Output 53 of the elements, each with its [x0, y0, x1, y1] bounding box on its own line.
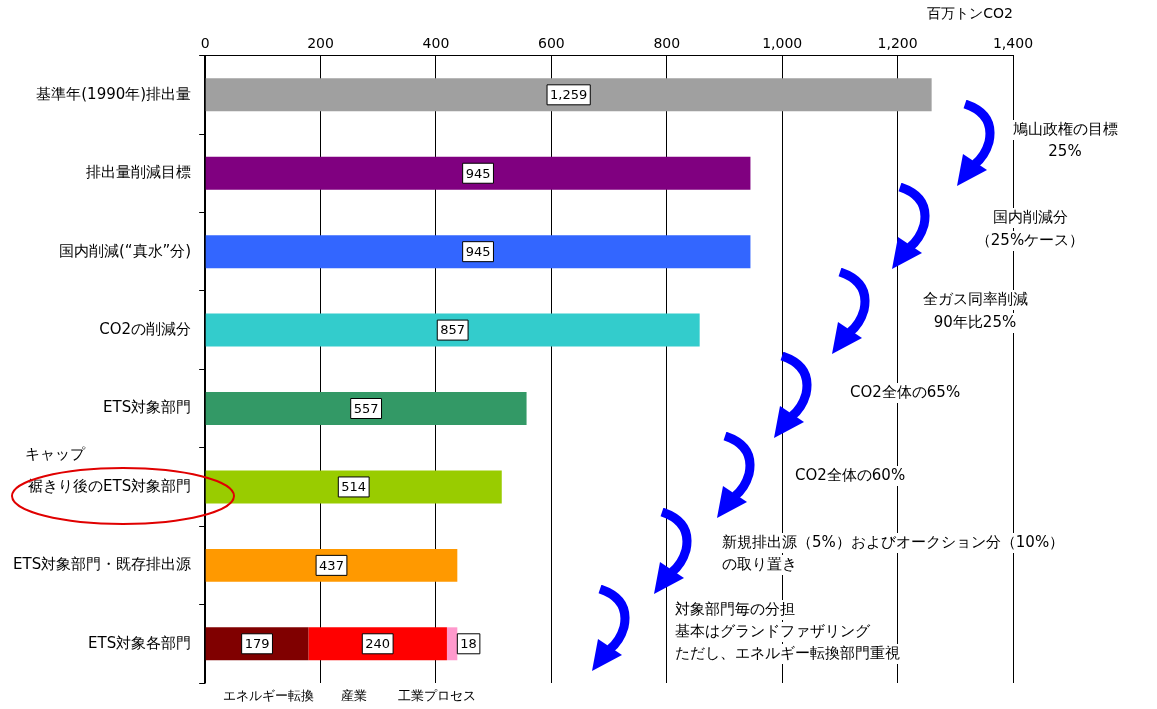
- bar: [205, 548, 458, 582]
- y-tick-label: 基準年(1990年)排出量: [36, 84, 192, 103]
- x-tick-label: 600: [538, 34, 565, 51]
- annotation: CO2全体の60%: [795, 465, 906, 484]
- text: 産業: [341, 688, 367, 704]
- annotation: ただし、エネルギー転換部門重視: [675, 643, 900, 662]
- data-label: 945: [465, 165, 491, 181]
- data-label: 437: [319, 557, 344, 573]
- text: 25%: [1048, 141, 1082, 160]
- annotation: の取り置き: [722, 554, 797, 573]
- data-label: 179: [244, 636, 270, 652]
- y-tick-label: ETS対象部門・既存排出源: [12, 555, 192, 574]
- data-label: 557: [353, 400, 379, 416]
- annotation: CO2全体の65%: [850, 382, 961, 401]
- data-label: 857: [440, 322, 466, 338]
- x-tick-label: 200: [307, 34, 334, 51]
- annotation: 基本はグランドファザリング: [675, 621, 871, 640]
- data-label: 945: [465, 244, 491, 260]
- x-tick-label: 1,000: [762, 34, 803, 51]
- annotation: 国内削減分: [992, 207, 1068, 226]
- bar: [308, 627, 447, 661]
- x-tick-label: 1,400: [992, 34, 1034, 51]
- annotation: 90年比25%: [933, 312, 1017, 331]
- y-tick-label: 国内削減(“真水”分): [58, 241, 192, 260]
- text: キャップ: [25, 444, 86, 463]
- data-label: 18: [460, 636, 477, 652]
- annotation: 全ガス同率削減: [922, 289, 1028, 308]
- annotation: 新規排出源（5%）およびオークション分（10%）: [722, 532, 1065, 551]
- bar: [205, 235, 751, 269]
- bar: [205, 156, 751, 190]
- bar: [205, 313, 700, 347]
- annotation: （25%ケース）: [975, 230, 1085, 249]
- text: 工業プロセス: [398, 688, 476, 704]
- annotation: 対象部門毎の分担: [675, 599, 795, 618]
- bar: [205, 392, 527, 425]
- data-label: 240: [365, 636, 391, 652]
- bar: [446, 627, 458, 661]
- bar: [205, 470, 502, 504]
- y-tick-label: 裾きり後のETS対象部門: [27, 476, 192, 495]
- y-tick-label: 排出量削減目標: [86, 163, 192, 182]
- x-tick-label: 400: [422, 34, 450, 51]
- x-axis-title: 百万トンCO2: [927, 5, 1013, 22]
- data-label: 514: [341, 479, 367, 495]
- text: エネルギー転換: [222, 688, 314, 704]
- y-tick-label: CO2の削減分: [99, 319, 192, 338]
- bar: [205, 78, 932, 112]
- x-tick-label: 1,200: [877, 34, 918, 51]
- x-tick-label: 0: [200, 34, 210, 51]
- data-label: 1,259: [550, 87, 588, 103]
- y-tick-label: ETS対象部門: [102, 398, 192, 417]
- annotation: 鳩山政権の目標: [1012, 119, 1118, 138]
- x-tick-label: 800: [653, 34, 681, 51]
- y-tick-label: ETS対象各部門: [87, 633, 192, 652]
